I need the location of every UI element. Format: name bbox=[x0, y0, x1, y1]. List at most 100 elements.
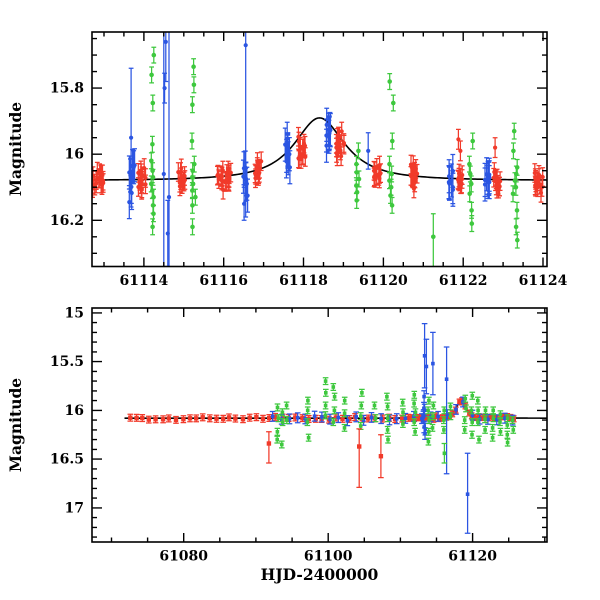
data-point-red bbox=[457, 399, 462, 405]
data-point-green bbox=[275, 437, 279, 442]
data-point-red bbox=[160, 417, 166, 422]
data-column-green bbox=[425, 396, 432, 446]
data-point-red bbox=[340, 416, 345, 422]
tick-marks bbox=[92, 308, 547, 542]
data-outlier-red bbox=[456, 128, 461, 150]
data-cluster-red bbox=[491, 162, 503, 199]
data-point-green bbox=[389, 171, 395, 177]
data-point-green bbox=[442, 408, 446, 413]
data-point-red bbox=[153, 417, 158, 422]
data-point-red bbox=[341, 142, 347, 147]
data-point-blue bbox=[285, 136, 290, 141]
data-point-red bbox=[179, 166, 184, 171]
data-point-blue bbox=[454, 407, 458, 412]
data-point-green bbox=[149, 158, 154, 164]
data-point-green bbox=[490, 435, 495, 440]
data-point-green bbox=[491, 416, 496, 420]
data-cluster-red bbox=[252, 151, 264, 189]
data-point-green bbox=[470, 420, 474, 424]
data-point-red bbox=[399, 416, 405, 421]
data-point-green bbox=[413, 410, 418, 415]
data-point-blue bbox=[423, 427, 428, 431]
data-point-blue bbox=[327, 130, 332, 135]
data-point-green bbox=[442, 428, 446, 432]
data-point-blue bbox=[287, 417, 292, 421]
data-outlier-red bbox=[458, 140, 463, 162]
data-outlier-blue bbox=[243, 32, 249, 218]
data-point-green bbox=[468, 171, 473, 177]
data-point-red bbox=[336, 142, 341, 147]
data-point-blue bbox=[287, 165, 292, 170]
data-point-red bbox=[221, 187, 226, 192]
data-point-green bbox=[151, 194, 156, 200]
data-point-green bbox=[150, 175, 156, 180]
data-point-blue bbox=[295, 416, 300, 420]
data-point-green bbox=[151, 211, 156, 216]
data-cluster-blue bbox=[126, 148, 137, 220]
data-point-green bbox=[331, 385, 336, 389]
data-point-green bbox=[190, 102, 195, 107]
data-point-red bbox=[456, 137, 461, 142]
data-cluster-red bbox=[135, 158, 148, 200]
data-point-red bbox=[138, 182, 143, 187]
data-point-red bbox=[233, 416, 238, 421]
top-panel-data-area bbox=[92, 32, 547, 267]
y-tick-label: 15.5 bbox=[50, 354, 84, 370]
data-point-green bbox=[151, 52, 157, 58]
data-point-red bbox=[499, 414, 504, 420]
data-point-green bbox=[190, 175, 195, 180]
data-column-green bbox=[304, 396, 312, 442]
data-outlier-blue bbox=[464, 452, 471, 534]
data-point-green bbox=[373, 416, 378, 420]
data-column-green bbox=[357, 388, 365, 431]
data-point-red bbox=[173, 417, 179, 423]
data-column-green bbox=[330, 382, 338, 427]
data-point-blue bbox=[412, 414, 416, 419]
data-point-blue bbox=[287, 152, 292, 157]
data-point-blue bbox=[422, 354, 427, 358]
data-column-green bbox=[447, 402, 454, 421]
data-point-green bbox=[354, 161, 359, 167]
x-tick-label: 61116 bbox=[199, 273, 248, 289]
data-point-red bbox=[335, 154, 340, 159]
data-point-green bbox=[190, 203, 195, 208]
data-point-blue bbox=[495, 418, 499, 422]
data-point-red bbox=[371, 168, 377, 173]
data-point-red bbox=[533, 184, 538, 189]
data-point-green bbox=[191, 82, 197, 88]
data-point-red bbox=[221, 416, 226, 421]
data-column-green bbox=[387, 72, 396, 214]
data-point-red bbox=[378, 454, 384, 459]
data-point-green bbox=[462, 428, 467, 432]
data-point-red bbox=[424, 415, 430, 421]
tick-marks bbox=[92, 32, 547, 267]
data-point-red bbox=[411, 163, 416, 168]
data-point-green bbox=[305, 420, 310, 424]
data-point-red bbox=[300, 415, 305, 421]
data-point-blue bbox=[424, 364, 429, 369]
data-point-blue bbox=[403, 416, 408, 421]
data-point-blue bbox=[465, 492, 470, 496]
data-point-blue bbox=[422, 408, 427, 412]
data-point-green bbox=[332, 408, 337, 413]
data-point-red bbox=[200, 415, 205, 420]
data-point-red bbox=[467, 410, 472, 416]
data-point-green bbox=[513, 184, 519, 190]
y-tick-label: 16.5 bbox=[50, 452, 84, 468]
data-point-red bbox=[493, 179, 498, 184]
data-point-blue bbox=[445, 412, 450, 417]
data-point-blue bbox=[423, 431, 427, 436]
data-point-red bbox=[498, 179, 503, 184]
data-point-green bbox=[514, 165, 520, 170]
bottom-y-axis-title: Magnitude bbox=[6, 378, 25, 472]
data-point-red bbox=[302, 143, 308, 148]
data-point-red bbox=[458, 148, 463, 153]
data-point-green bbox=[191, 64, 196, 69]
data-point-red bbox=[97, 171, 102, 176]
data-point-blue bbox=[447, 174, 452, 179]
data-column-green bbox=[322, 377, 329, 420]
data-outlier-red bbox=[356, 428, 362, 489]
data-point-green bbox=[505, 423, 510, 427]
data-point-blue bbox=[482, 182, 488, 187]
data-point-red bbox=[373, 176, 378, 181]
